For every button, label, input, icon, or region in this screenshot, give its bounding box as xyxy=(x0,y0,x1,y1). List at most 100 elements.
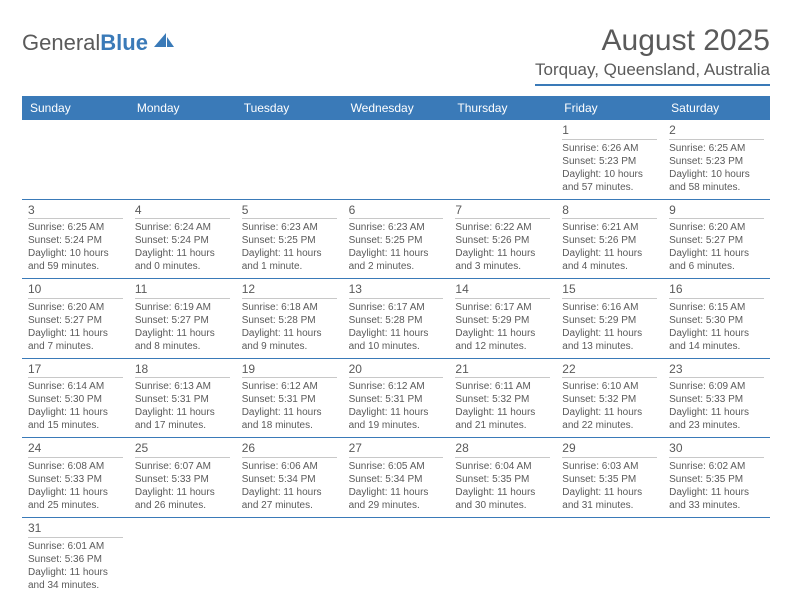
day-number: 12 xyxy=(242,282,337,299)
day-cell: 24Sunrise: 6:08 AMSunset: 5:33 PMDayligh… xyxy=(22,438,129,517)
logo-text-1: General xyxy=(22,30,100,56)
day-number: 22 xyxy=(562,362,657,379)
day-cell: 16Sunrise: 6:15 AMSunset: 5:30 PMDayligh… xyxy=(663,279,770,358)
sunrise-text: Sunrise: 6:07 AM xyxy=(135,460,230,473)
sunset-text: Sunset: 5:33 PM xyxy=(135,473,230,486)
day-cell: 2Sunrise: 6:25 AMSunset: 5:23 PMDaylight… xyxy=(663,120,770,199)
daylight-text: Daylight: 11 hours and 27 minutes. xyxy=(242,486,337,512)
day-cell: 27Sunrise: 6:05 AMSunset: 5:34 PMDayligh… xyxy=(343,438,450,517)
day-cell: 12Sunrise: 6:18 AMSunset: 5:28 PMDayligh… xyxy=(236,279,343,358)
day-cell: 21Sunrise: 6:11 AMSunset: 5:32 PMDayligh… xyxy=(449,359,556,438)
sunrise-text: Sunrise: 6:13 AM xyxy=(135,380,230,393)
day-cell: 25Sunrise: 6:07 AMSunset: 5:33 PMDayligh… xyxy=(129,438,236,517)
sunrise-text: Sunrise: 6:03 AM xyxy=(562,460,657,473)
day-number: 21 xyxy=(455,362,550,379)
week-row: 17Sunrise: 6:14 AMSunset: 5:30 PMDayligh… xyxy=(22,359,770,439)
sunset-text: Sunset: 5:31 PM xyxy=(242,393,337,406)
sunset-text: Sunset: 5:25 PM xyxy=(242,234,337,247)
sunrise-text: Sunrise: 6:06 AM xyxy=(242,460,337,473)
day-headers-row: SundayMondayTuesdayWednesdayThursdayFrid… xyxy=(22,96,770,120)
daylight-text: Daylight: 11 hours and 12 minutes. xyxy=(455,327,550,353)
daylight-text: Daylight: 11 hours and 22 minutes. xyxy=(562,406,657,432)
day-cell: 13Sunrise: 6:17 AMSunset: 5:28 PMDayligh… xyxy=(343,279,450,358)
sunset-text: Sunset: 5:27 PM xyxy=(135,314,230,327)
sunrise-text: Sunrise: 6:12 AM xyxy=(242,380,337,393)
sunrise-text: Sunrise: 6:01 AM xyxy=(28,540,123,553)
sunset-text: Sunset: 5:26 PM xyxy=(562,234,657,247)
sunset-text: Sunset: 5:24 PM xyxy=(135,234,230,247)
day-cell: 6Sunrise: 6:23 AMSunset: 5:25 PMDaylight… xyxy=(343,200,450,279)
day-header: Friday xyxy=(556,96,663,120)
day-cell: 28Sunrise: 6:04 AMSunset: 5:35 PMDayligh… xyxy=(449,438,556,517)
daylight-text: Daylight: 11 hours and 21 minutes. xyxy=(455,406,550,432)
day-number: 7 xyxy=(455,203,550,220)
header: GeneralBlue August 2025 Torquay, Queensl… xyxy=(22,24,770,86)
sunset-text: Sunset: 5:23 PM xyxy=(562,155,657,168)
day-number: 11 xyxy=(135,282,230,299)
empty-cell xyxy=(663,518,770,597)
day-number: 28 xyxy=(455,441,550,458)
daylight-text: Daylight: 11 hours and 30 minutes. xyxy=(455,486,550,512)
day-cell: 26Sunrise: 6:06 AMSunset: 5:34 PMDayligh… xyxy=(236,438,343,517)
sunrise-text: Sunrise: 6:11 AM xyxy=(455,380,550,393)
empty-cell xyxy=(343,120,450,199)
daylight-text: Daylight: 11 hours and 15 minutes. xyxy=(28,406,123,432)
day-cell: 23Sunrise: 6:09 AMSunset: 5:33 PMDayligh… xyxy=(663,359,770,438)
day-cell: 29Sunrise: 6:03 AMSunset: 5:35 PMDayligh… xyxy=(556,438,663,517)
day-number: 23 xyxy=(669,362,764,379)
logo-sail-icon xyxy=(152,31,176,49)
sunrise-text: Sunrise: 6:25 AM xyxy=(28,221,123,234)
day-header: Monday xyxy=(129,96,236,120)
daylight-text: Daylight: 10 hours and 57 minutes. xyxy=(562,168,657,194)
sunset-text: Sunset: 5:36 PM xyxy=(28,553,123,566)
day-cell: 15Sunrise: 6:16 AMSunset: 5:29 PMDayligh… xyxy=(556,279,663,358)
daylight-text: Daylight: 10 hours and 59 minutes. xyxy=(28,247,123,273)
sunrise-text: Sunrise: 6:14 AM xyxy=(28,380,123,393)
daylight-text: Daylight: 11 hours and 0 minutes. xyxy=(135,247,230,273)
logo-text-2: Blue xyxy=(100,30,148,56)
daylight-text: Daylight: 11 hours and 18 minutes. xyxy=(242,406,337,432)
empty-cell xyxy=(449,518,556,597)
logo: GeneralBlue xyxy=(22,30,176,56)
sunrise-text: Sunrise: 6:02 AM xyxy=(669,460,764,473)
location: Torquay, Queensland, Australia xyxy=(535,60,770,86)
daylight-text: Daylight: 11 hours and 13 minutes. xyxy=(562,327,657,353)
day-cell: 20Sunrise: 6:12 AMSunset: 5:31 PMDayligh… xyxy=(343,359,450,438)
sunrise-text: Sunrise: 6:22 AM xyxy=(455,221,550,234)
day-cell: 30Sunrise: 6:02 AMSunset: 5:35 PMDayligh… xyxy=(663,438,770,517)
sunset-text: Sunset: 5:30 PM xyxy=(669,314,764,327)
sunset-text: Sunset: 5:31 PM xyxy=(135,393,230,406)
day-number: 1 xyxy=(562,123,657,140)
daylight-text: Daylight: 11 hours and 3 minutes. xyxy=(455,247,550,273)
daylight-text: Daylight: 11 hours and 10 minutes. xyxy=(349,327,444,353)
daylight-text: Daylight: 11 hours and 33 minutes. xyxy=(669,486,764,512)
sunset-text: Sunset: 5:29 PM xyxy=(455,314,550,327)
sunset-text: Sunset: 5:28 PM xyxy=(349,314,444,327)
day-number: 10 xyxy=(28,282,123,299)
sunset-text: Sunset: 5:32 PM xyxy=(455,393,550,406)
sunrise-text: Sunrise: 6:12 AM xyxy=(349,380,444,393)
day-number: 25 xyxy=(135,441,230,458)
sunrise-text: Sunrise: 6:17 AM xyxy=(455,301,550,314)
sunrise-text: Sunrise: 6:15 AM xyxy=(669,301,764,314)
month-title: August 2025 xyxy=(535,24,770,58)
sunset-text: Sunset: 5:35 PM xyxy=(455,473,550,486)
day-cell: 22Sunrise: 6:10 AMSunset: 5:32 PMDayligh… xyxy=(556,359,663,438)
sunrise-text: Sunrise: 6:18 AM xyxy=(242,301,337,314)
daylight-text: Daylight: 11 hours and 4 minutes. xyxy=(562,247,657,273)
sunrise-text: Sunrise: 6:20 AM xyxy=(669,221,764,234)
day-number: 18 xyxy=(135,362,230,379)
daylight-text: Daylight: 11 hours and 6 minutes. xyxy=(669,247,764,273)
empty-cell xyxy=(556,518,663,597)
day-number: 31 xyxy=(28,521,123,538)
week-row: 24Sunrise: 6:08 AMSunset: 5:33 PMDayligh… xyxy=(22,438,770,518)
day-number: 6 xyxy=(349,203,444,220)
day-cell: 14Sunrise: 6:17 AMSunset: 5:29 PMDayligh… xyxy=(449,279,556,358)
day-number: 3 xyxy=(28,203,123,220)
week-row: 3Sunrise: 6:25 AMSunset: 5:24 PMDaylight… xyxy=(22,200,770,280)
daylight-text: Daylight: 11 hours and 29 minutes. xyxy=(349,486,444,512)
sunrise-text: Sunrise: 6:26 AM xyxy=(562,142,657,155)
day-header: Tuesday xyxy=(236,96,343,120)
sunset-text: Sunset: 5:32 PM xyxy=(562,393,657,406)
day-cell: 11Sunrise: 6:19 AMSunset: 5:27 PMDayligh… xyxy=(129,279,236,358)
